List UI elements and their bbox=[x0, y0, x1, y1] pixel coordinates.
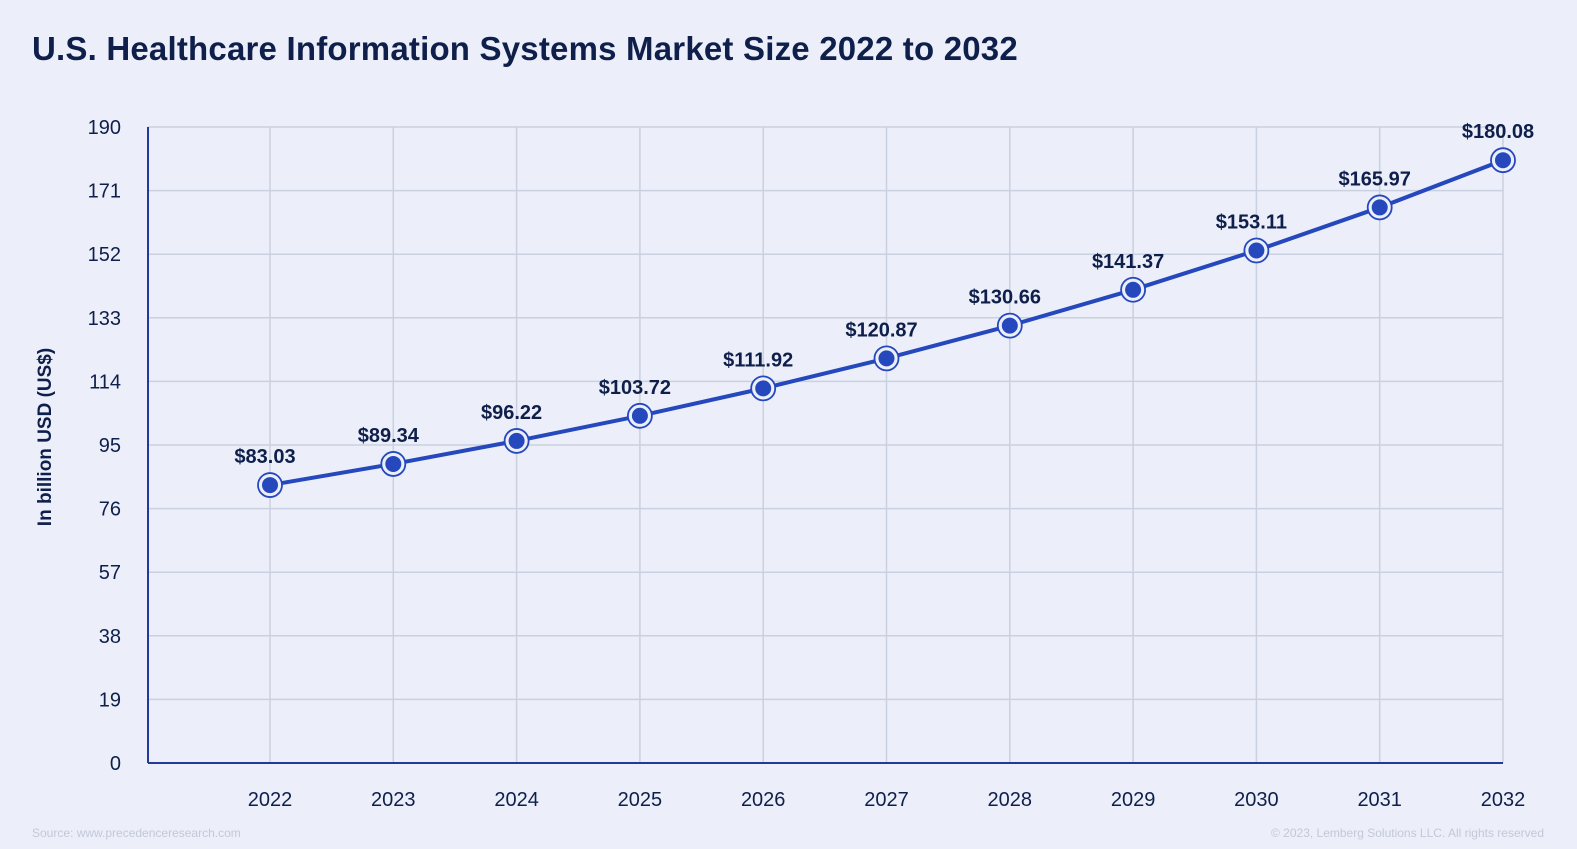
y-tick-label: 38 bbox=[99, 626, 121, 648]
y-tick-label: 114 bbox=[89, 371, 121, 393]
x-tick-label: 2031 bbox=[1357, 789, 1402, 811]
data-point-2029 bbox=[1120, 276, 1146, 303]
data-point-dot bbox=[508, 432, 525, 449]
data-point-dot bbox=[262, 477, 278, 494]
y-tick-label: 0 bbox=[110, 753, 121, 775]
data-labels: $83.03 $89.34 $96.22 $103.72 $111.92 $120.87 $… bbox=[234, 121, 1534, 468]
data-point-dot bbox=[1495, 152, 1511, 169]
data-label: $165.97 bbox=[1339, 168, 1411, 190]
data-point-2022 bbox=[257, 472, 283, 498]
data-points bbox=[257, 147, 1516, 498]
x-tick-label: 2030 bbox=[1234, 789, 1279, 811]
data-point-2023 bbox=[380, 451, 407, 477]
data-point-dot bbox=[755, 380, 772, 397]
y-tick-label: 19 bbox=[99, 689, 121, 711]
x-tick-label: 2028 bbox=[988, 789, 1033, 811]
x-tick-labels: 2022 2023 2024 2025 2026 2027 2028 2029 2030 2031… bbox=[248, 789, 1526, 811]
data-point-dot bbox=[1001, 317, 1018, 334]
data-point-dot bbox=[1125, 281, 1142, 298]
data-label: $120.87 bbox=[845, 319, 917, 341]
y-tick-labels: 0 19 38 57 76 95 114 133 152 171 190 bbox=[88, 117, 121, 775]
x-tick-label: 2029 bbox=[1111, 789, 1156, 811]
y-tick-label: 190 bbox=[88, 117, 121, 139]
data-point-dot bbox=[878, 350, 895, 367]
y-tick-label: 57 bbox=[99, 562, 121, 584]
data-point-2032 bbox=[1490, 147, 1516, 174]
data-point-2031 bbox=[1366, 194, 1393, 221]
data-point-dot bbox=[385, 455, 402, 472]
data-label: $83.03 bbox=[234, 446, 295, 468]
data-label: $130.66 bbox=[969, 287, 1041, 309]
data-point-2030 bbox=[1243, 237, 1270, 264]
x-tick-label: 2022 bbox=[248, 789, 293, 811]
data-label: $141.37 bbox=[1092, 251, 1164, 273]
source-note: Source: www.precedenceresearch.com bbox=[32, 826, 241, 840]
data-point-dot bbox=[1248, 242, 1265, 259]
y-tick-label: 76 bbox=[99, 499, 121, 521]
x-tick-label: 2025 bbox=[618, 789, 663, 811]
data-point-dot bbox=[631, 407, 648, 424]
data-point-2027 bbox=[873, 345, 900, 372]
data-label: $180.08 bbox=[1462, 121, 1534, 143]
data-point-2025 bbox=[627, 402, 653, 429]
x-tick-label: 2027 bbox=[864, 789, 909, 811]
axes bbox=[147, 127, 1503, 764]
y-tick-label: 152 bbox=[88, 244, 121, 266]
horizontal-gridlines bbox=[148, 126, 1503, 701]
data-point-2026 bbox=[750, 375, 777, 402]
data-label: $153.11 bbox=[1216, 211, 1287, 233]
data-label: $89.34 bbox=[358, 425, 420, 447]
copyright-note: © 2023, Lemberg Solutions LLC. All right… bbox=[1271, 826, 1544, 840]
x-tick-label: 2026 bbox=[741, 789, 786, 811]
data-label: $103.72 bbox=[599, 377, 671, 399]
data-label: $111.92 bbox=[723, 349, 793, 371]
x-tick-label: 2023 bbox=[371, 789, 416, 811]
y-tick-label: 171 bbox=[88, 181, 121, 203]
data-point-2028 bbox=[996, 312, 1023, 339]
x-tick-label: 2024 bbox=[494, 789, 539, 811]
chart-title: U.S. Healthcare Information Systems Mark… bbox=[32, 30, 1018, 67]
y-tick-label: 133 bbox=[88, 308, 121, 330]
y-tick-label: 95 bbox=[99, 435, 121, 457]
x-tick-label: 2032 bbox=[1481, 789, 1526, 811]
data-point-dot bbox=[1371, 199, 1388, 216]
data-point-2024 bbox=[503, 428, 530, 454]
y-axis-label: In billion USD (US$) bbox=[35, 348, 56, 526]
data-label: $96.22 bbox=[481, 402, 542, 424]
